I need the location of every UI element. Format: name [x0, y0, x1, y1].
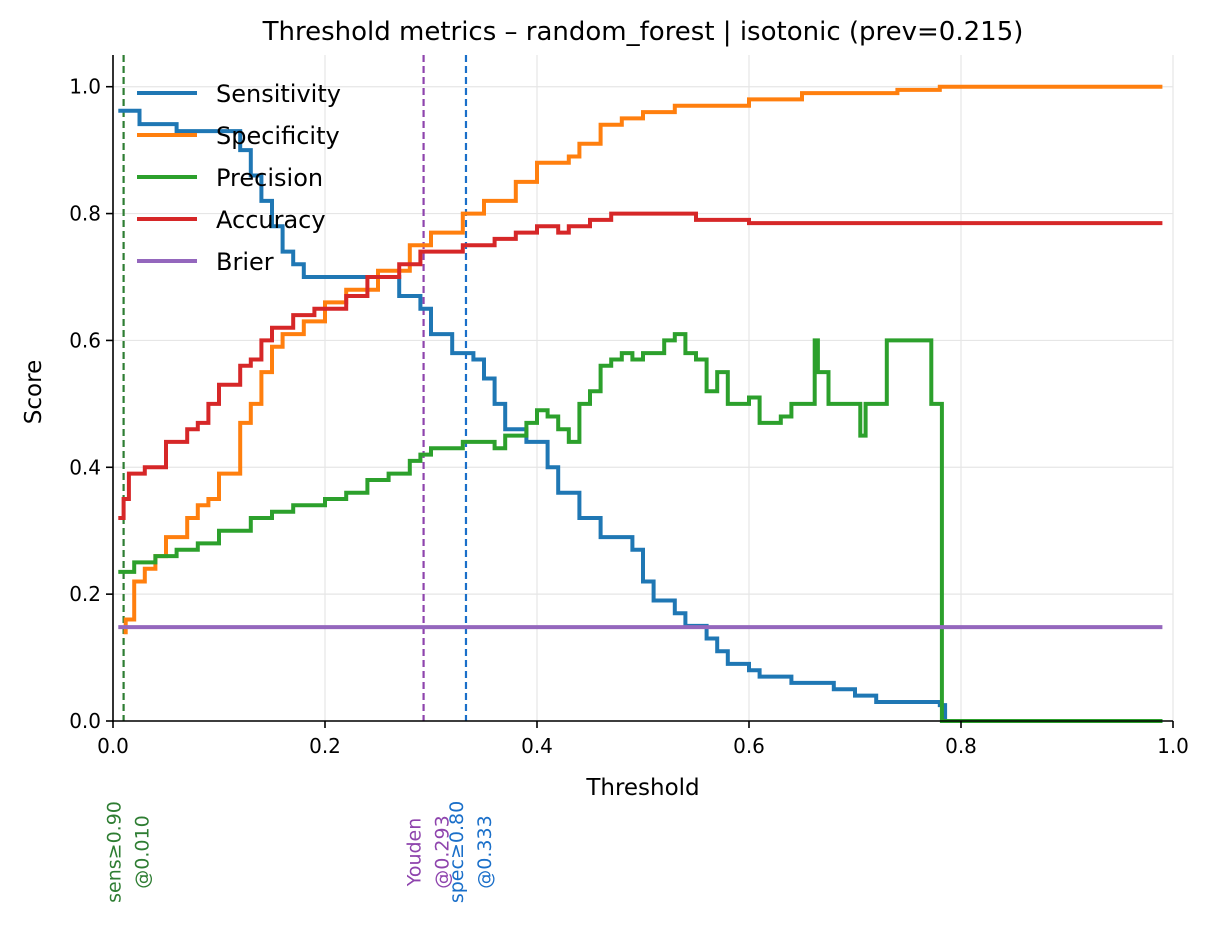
threshold-marker-label: @0.333 — [474, 815, 496, 888]
x-tick-label: 1.0 — [1157, 734, 1189, 758]
legend-label-sensitivity: Sensitivity — [216, 80, 341, 108]
threshold-marker-label: sens≥0.90 — [104, 801, 126, 903]
chart-title: Threshold metrics – random_forest | isot… — [262, 17, 1024, 47]
y-tick-label: 0.4 — [69, 455, 101, 479]
series-line-precision — [118, 332, 1163, 723]
series-line-accuracy — [118, 211, 1163, 520]
threshold-markers — [122, 55, 468, 721]
legend-label-brier: Brier — [216, 248, 274, 276]
series-line-specificity — [123, 84, 1163, 635]
threshold-marker-label: spec≥0.80 — [446, 801, 468, 903]
x-tick-label: 0.6 — [733, 734, 765, 758]
y-axis-label: Score — [21, 360, 47, 424]
legend: Sensitivity Specificity Precision Accuracy B… — [137, 80, 341, 276]
y-tick-label: 1.0 — [69, 75, 101, 99]
y-tick-label: 0.2 — [69, 582, 101, 606]
y-tick-label: 0.0 — [69, 709, 101, 733]
y-tick-label: 0.8 — [69, 202, 101, 226]
threshold-marker-label: @0.293 — [432, 815, 454, 888]
x-axis-label: Threshold — [585, 775, 699, 801]
x-tick-label: 0.8 — [945, 734, 977, 758]
threshold-marker-label: Youden — [404, 818, 426, 888]
metric-lines — [118, 84, 1163, 723]
x-tick-label: 0.0 — [97, 734, 129, 758]
legend-label-specificity: Specificity — [216, 122, 340, 150]
axes: 0.0 0.2 0.4 0.6 0.8 1.0 0.0 0.2 0.4 0.6 0.8 1.0 — [69, 55, 1189, 758]
legend-label-precision: Precision — [216, 164, 323, 192]
series-line-sensitivity — [118, 108, 1163, 723]
threshold-marker-label: @0.010 — [132, 815, 154, 888]
y-tick-label: 0.6 — [69, 328, 101, 352]
x-tick-label: 0.2 — [309, 734, 341, 758]
legend-label-accuracy: Accuracy — [216, 206, 326, 234]
x-tick-label: 0.4 — [521, 734, 553, 758]
